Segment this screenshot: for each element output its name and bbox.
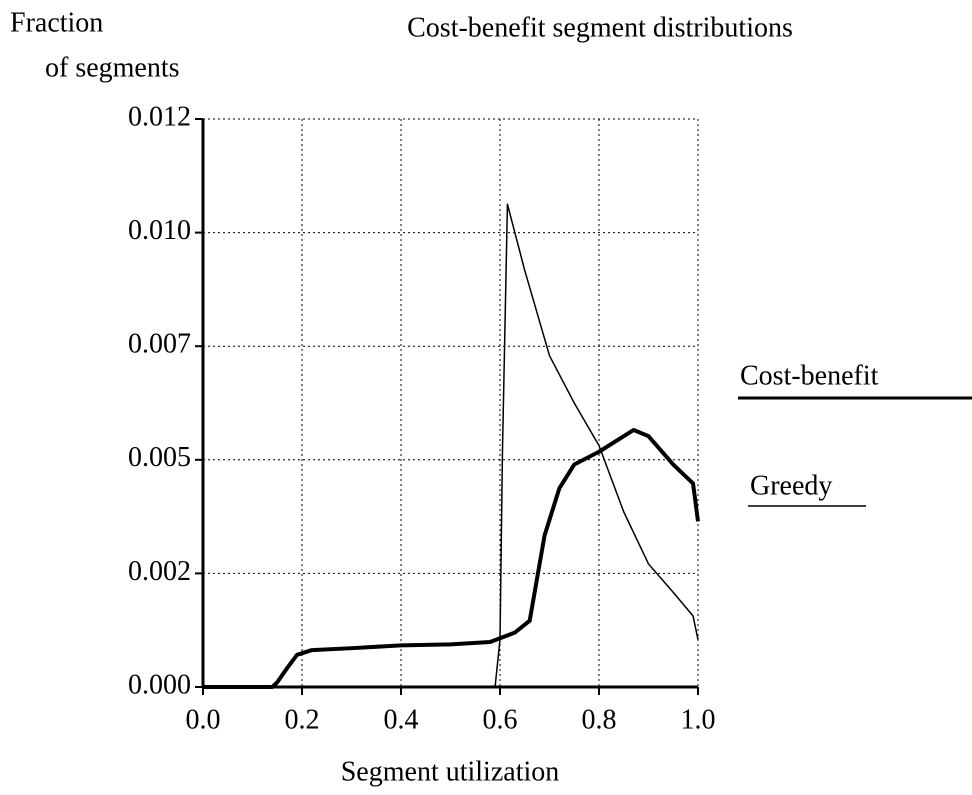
y-tick-label: 0.002 xyxy=(128,556,191,587)
y-tick-label: 0.007 xyxy=(128,329,191,360)
y-tick-label: 0.000 xyxy=(128,669,191,700)
legend-label: Cost-benefit xyxy=(740,360,879,391)
x-tick-label: 0.4 xyxy=(384,704,419,735)
series-line xyxy=(203,427,700,689)
legend-label: Greedy xyxy=(750,470,832,501)
x-tick-label: 0.2 xyxy=(285,704,320,735)
y-tick-label: 0.005 xyxy=(128,442,191,473)
x-tick-label: 0.8 xyxy=(582,704,617,735)
series-line xyxy=(494,203,699,688)
y-axis-label: of segments xyxy=(45,52,180,83)
y-tick-label: 0.010 xyxy=(128,215,191,246)
chart-title: Cost-benefit segment distributions xyxy=(407,12,793,43)
y-axis-label: Fraction xyxy=(10,7,103,38)
x-axis-label: Segment utilization xyxy=(341,756,560,787)
y-tick-label: 0.012 xyxy=(128,101,191,132)
x-tick-label: 0.0 xyxy=(186,704,221,735)
x-tick-label: 0.6 xyxy=(483,704,518,735)
x-tick-label: 1.0 xyxy=(681,704,716,735)
